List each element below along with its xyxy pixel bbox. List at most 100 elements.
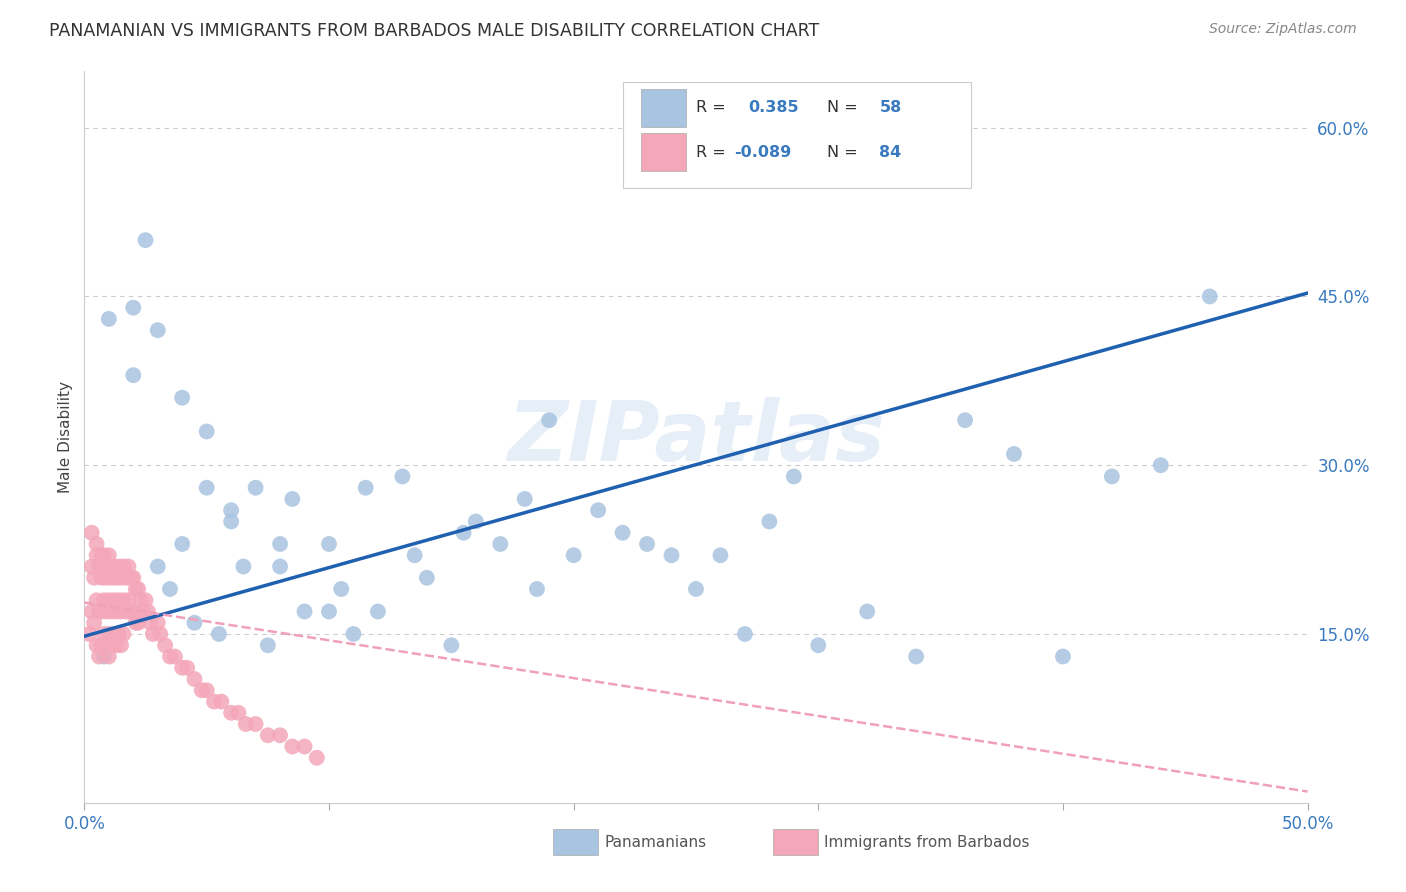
- Point: [86, 537, 108, 551]
- Point: [129, 593, 152, 607]
- Point: [235, 717, 257, 731]
- Text: 0.385: 0.385: [748, 101, 799, 115]
- Point: [526, 582, 548, 596]
- Point: [105, 638, 128, 652]
- Point: [146, 559, 169, 574]
- Point: [107, 559, 129, 574]
- Point: [219, 503, 242, 517]
- Point: [120, 571, 142, 585]
- Point: [110, 571, 132, 585]
- Point: [96, 638, 118, 652]
- Text: ZIPatlas: ZIPatlas: [508, 397, 884, 477]
- Point: [367, 605, 389, 619]
- Point: [758, 515, 780, 529]
- Point: [100, 638, 122, 652]
- Point: [183, 615, 205, 630]
- Point: [100, 605, 122, 619]
- Point: [105, 571, 128, 585]
- Point: [100, 571, 122, 585]
- Point: [661, 548, 683, 562]
- Point: [125, 582, 148, 596]
- Point: [112, 627, 135, 641]
- Point: [176, 661, 198, 675]
- Text: 58: 58: [880, 101, 901, 115]
- Point: [202, 694, 225, 708]
- Point: [97, 548, 120, 562]
- Point: [294, 739, 316, 754]
- Point: [228, 706, 250, 720]
- FancyBboxPatch shape: [641, 133, 686, 171]
- Point: [142, 627, 165, 641]
- Point: [86, 593, 108, 607]
- Point: [149, 627, 172, 641]
- Point: [122, 301, 145, 315]
- Point: [294, 605, 316, 619]
- Point: [135, 233, 157, 247]
- Point: [87, 605, 110, 619]
- Point: [208, 627, 231, 641]
- Point: [135, 593, 157, 607]
- Point: [183, 672, 205, 686]
- Point: [86, 638, 108, 652]
- Point: [105, 605, 128, 619]
- Point: [80, 525, 103, 540]
- Point: [269, 537, 291, 551]
- Point: [586, 503, 609, 517]
- Point: [115, 605, 138, 619]
- Point: [77, 627, 100, 641]
- FancyBboxPatch shape: [641, 89, 686, 127]
- Point: [127, 615, 149, 630]
- Point: [117, 559, 139, 574]
- Point: [97, 627, 120, 641]
- Point: [86, 548, 108, 562]
- Point: [103, 593, 125, 607]
- Point: [709, 548, 731, 562]
- Point: [96, 605, 118, 619]
- Point: [905, 649, 928, 664]
- Point: [318, 605, 340, 619]
- Point: [807, 638, 830, 652]
- Point: [159, 582, 181, 596]
- Point: [195, 683, 218, 698]
- Point: [125, 615, 148, 630]
- Text: Panamanians: Panamanians: [605, 835, 706, 850]
- Point: [281, 491, 304, 506]
- Point: [103, 559, 125, 574]
- Point: [90, 571, 112, 585]
- Point: [90, 548, 112, 562]
- Point: [107, 593, 129, 607]
- Point: [305, 751, 328, 765]
- Point: [97, 649, 120, 664]
- Point: [513, 491, 536, 506]
- Point: [391, 469, 413, 483]
- Point: [96, 571, 118, 585]
- Point: [489, 537, 512, 551]
- Point: [232, 559, 254, 574]
- Point: [97, 312, 120, 326]
- Point: [281, 739, 304, 754]
- Point: [80, 605, 103, 619]
- Point: [245, 481, 267, 495]
- FancyBboxPatch shape: [773, 830, 818, 855]
- Point: [172, 661, 194, 675]
- Point: [416, 571, 439, 585]
- Text: Source: ZipAtlas.com: Source: ZipAtlas.com: [1209, 22, 1357, 37]
- Point: [139, 615, 162, 630]
- FancyBboxPatch shape: [623, 82, 972, 188]
- Point: [172, 537, 194, 551]
- Point: [1150, 458, 1173, 473]
- Point: [209, 694, 232, 708]
- Point: [80, 559, 103, 574]
- Point: [636, 537, 658, 551]
- Point: [562, 548, 585, 562]
- Text: N =: N =: [827, 145, 858, 160]
- Point: [342, 627, 364, 641]
- Point: [318, 537, 340, 551]
- Point: [783, 469, 806, 483]
- Point: [90, 638, 112, 652]
- Point: [856, 605, 879, 619]
- Point: [269, 559, 291, 574]
- Point: [1198, 289, 1220, 303]
- Point: [440, 638, 463, 652]
- Point: [195, 425, 218, 439]
